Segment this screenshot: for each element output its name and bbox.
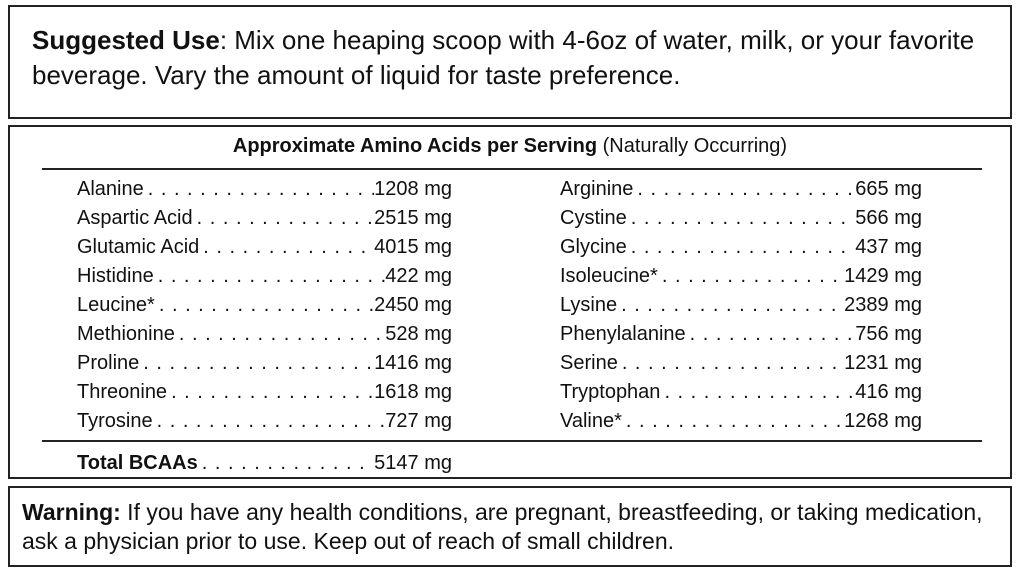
amino-amount: 422 mg bbox=[385, 265, 452, 287]
warning-text: If you have any health conditions, are p… bbox=[22, 499, 983, 554]
amino-row: Lysine 2389 mg bbox=[560, 291, 922, 320]
amino-amount: 4015 mg bbox=[374, 236, 452, 258]
leader bbox=[627, 204, 856, 233]
leader bbox=[153, 407, 386, 436]
amino-row: Cystine 566 mg bbox=[560, 204, 922, 233]
amino-row: Glutamic Acid 4015 mg bbox=[77, 233, 452, 262]
amino-name: Aspartic Acid bbox=[77, 207, 193, 229]
leader bbox=[618, 349, 844, 378]
leader bbox=[193, 204, 375, 233]
leader bbox=[627, 233, 856, 262]
amino-amount: 756 mg bbox=[855, 323, 922, 345]
amino-row: Phenylalanine 756 mg bbox=[560, 320, 922, 349]
amino-title-bold: Approximate Amino Acids per Serving bbox=[232, 135, 598, 157]
leader bbox=[198, 449, 374, 478]
left-column: Alanine 1208 mg Aspartic Acid 2515 mg Glutam… bbox=[77, 175, 452, 436]
leader bbox=[175, 320, 385, 349]
amino-amount: 1268 mg bbox=[844, 410, 922, 432]
leader bbox=[144, 175, 374, 204]
warning-box: Warning: If you have any health conditio… bbox=[8, 486, 1012, 567]
suggested-use-text: : Mix one heaping scoop with 4-6oz of wa… bbox=[32, 25, 975, 90]
leader bbox=[686, 320, 856, 349]
amino-row: Tryptophan 416 mg bbox=[560, 378, 922, 407]
leader bbox=[660, 378, 855, 407]
amino-row: Glycine 437 mg bbox=[560, 233, 922, 262]
leader bbox=[155, 291, 374, 320]
amino-row: Aspartic Acid 2515 mg bbox=[77, 204, 452, 233]
amino-name: Glycine bbox=[560, 236, 627, 258]
amino-amount: 1618 mg bbox=[374, 381, 452, 403]
amino-name: Lysine bbox=[560, 294, 618, 316]
suggested-use-label: Suggested Use bbox=[32, 25, 220, 55]
amino-amount: 1429 mg bbox=[844, 265, 922, 287]
amino-name: Alanine bbox=[77, 178, 144, 200]
amino-name: Methionine bbox=[77, 323, 175, 345]
amino-row: Methionine 528 mg bbox=[77, 320, 452, 349]
amino-amount: 437 mg bbox=[855, 236, 922, 258]
leader bbox=[199, 233, 374, 262]
rule bbox=[42, 440, 982, 442]
rule bbox=[42, 168, 982, 170]
amino-name: Histidine bbox=[77, 265, 154, 287]
amino-row: Leucine* 2450 mg bbox=[77, 291, 452, 320]
amino-row: Arginine 665 mg bbox=[560, 175, 922, 204]
amino-amount: 727 mg bbox=[385, 410, 452, 432]
amino-row: Isoleucine* 1429 mg bbox=[560, 262, 922, 291]
amino-name: Valine* bbox=[560, 410, 622, 432]
amino-row: Threonine 1618 mg bbox=[77, 378, 452, 407]
amino-amount: 1416 mg bbox=[374, 352, 452, 374]
total-name: Total BCAAs bbox=[77, 452, 198, 474]
amino-amount: 665 mg bbox=[855, 178, 922, 200]
amino-amount: 528 mg bbox=[385, 323, 452, 345]
amino-amount: 566 mg bbox=[855, 207, 922, 229]
amino-name: Phenylalanine bbox=[560, 323, 686, 345]
right-column: Arginine 665 mg Cystine 566 mg Glycine 437 mg… bbox=[560, 175, 922, 436]
leader bbox=[154, 262, 386, 291]
amino-title: Approximate Amino Acids per Serving (Nat… bbox=[10, 135, 1010, 158]
amino-amount: 1231 mg bbox=[844, 352, 922, 374]
leader bbox=[617, 291, 844, 320]
amino-name: Arginine bbox=[560, 178, 634, 200]
suggested-use-box: Suggested Use: Mix one heaping scoop wit… bbox=[8, 5, 1012, 119]
amino-row: Proline 1416 mg bbox=[77, 349, 452, 378]
total-amount: 5147 mg bbox=[374, 452, 452, 474]
amino-name: Threonine bbox=[77, 381, 168, 403]
amino-row: Tyrosine 727 mg bbox=[77, 407, 452, 436]
amino-name: Tyrosine bbox=[77, 410, 153, 432]
amino-name: Leucine* bbox=[77, 294, 155, 316]
leader bbox=[633, 175, 855, 204]
amino-row: Serine 1231 mg bbox=[560, 349, 922, 378]
amino-name: Serine bbox=[560, 352, 618, 374]
leader bbox=[167, 378, 374, 407]
amino-name: Isoleucine* bbox=[560, 265, 658, 287]
amino-amount: 2515 mg bbox=[374, 207, 452, 229]
amino-row: Histidine 422 mg bbox=[77, 262, 452, 291]
leader bbox=[139, 349, 374, 378]
amino-amount: 2450 mg bbox=[374, 294, 452, 316]
leader bbox=[658, 262, 844, 291]
amino-name: Proline bbox=[77, 352, 140, 374]
amino-acid-box: Approximate Amino Acids per Serving (Nat… bbox=[8, 125, 1012, 479]
amino-name: Tryptophan bbox=[560, 381, 661, 403]
amino-row: Alanine 1208 mg bbox=[77, 175, 452, 204]
amino-amount: 416 mg bbox=[855, 381, 922, 403]
total-row: Total BCAAs 5147 mg bbox=[77, 449, 452, 478]
warning-label: Warning: bbox=[22, 499, 121, 525]
amino-subtitle: (Naturally Occurring) bbox=[602, 135, 788, 157]
amino-name: Glutamic Acid bbox=[77, 236, 200, 258]
leader bbox=[622, 407, 844, 436]
amino-row: Valine* 1268 mg bbox=[560, 407, 922, 436]
amino-name: Cystine bbox=[560, 207, 627, 229]
amino-amount: 2389 mg bbox=[844, 294, 922, 316]
amino-amount: 1208 mg bbox=[374, 178, 452, 200]
